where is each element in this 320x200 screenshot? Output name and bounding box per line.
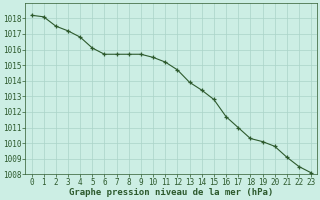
X-axis label: Graphe pression niveau de la mer (hPa): Graphe pression niveau de la mer (hPa) [69, 188, 274, 197]
